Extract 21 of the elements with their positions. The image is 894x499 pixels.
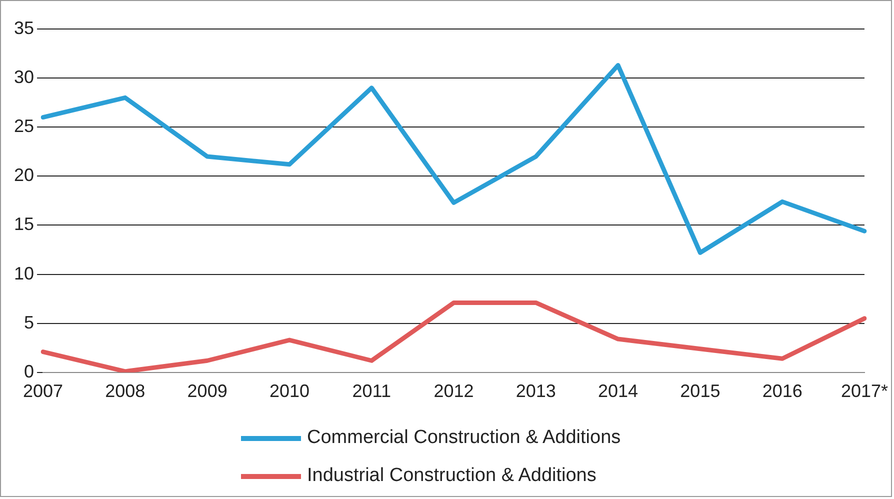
x-tick-label: 2015: [680, 381, 720, 402]
y-tick-label: 15: [14, 214, 34, 234]
legend-label: Industrial Construction & Additions: [307, 465, 596, 487]
x-tick-label: 2012: [434, 381, 474, 402]
y-tick-label: 10: [14, 263, 34, 284]
legend-label: Commercial Construction & Additions: [307, 427, 621, 449]
y-tick-label: 30: [14, 67, 34, 88]
y-tick-label: 20: [14, 165, 34, 186]
x-tick-label: 2013: [516, 381, 556, 402]
y-tick-label: 0: [24, 361, 34, 382]
y-tick-label: 25: [14, 116, 34, 136]
x-tick-label: 2009: [187, 381, 228, 402]
x-tick-label: 2014: [598, 381, 638, 402]
y-tick-label: 35: [14, 18, 34, 38]
x-tick-label: 2017*: [840, 381, 888, 402]
x-tick-label: 2016: [762, 381, 802, 402]
x-tick-label: 2011: [352, 381, 391, 402]
x-tick-label: 2007: [23, 381, 64, 402]
x-tick-label: 2010: [269, 381, 310, 402]
y-tick-label: 5: [24, 312, 34, 332]
x-tick-label: 2008: [105, 381, 146, 402]
